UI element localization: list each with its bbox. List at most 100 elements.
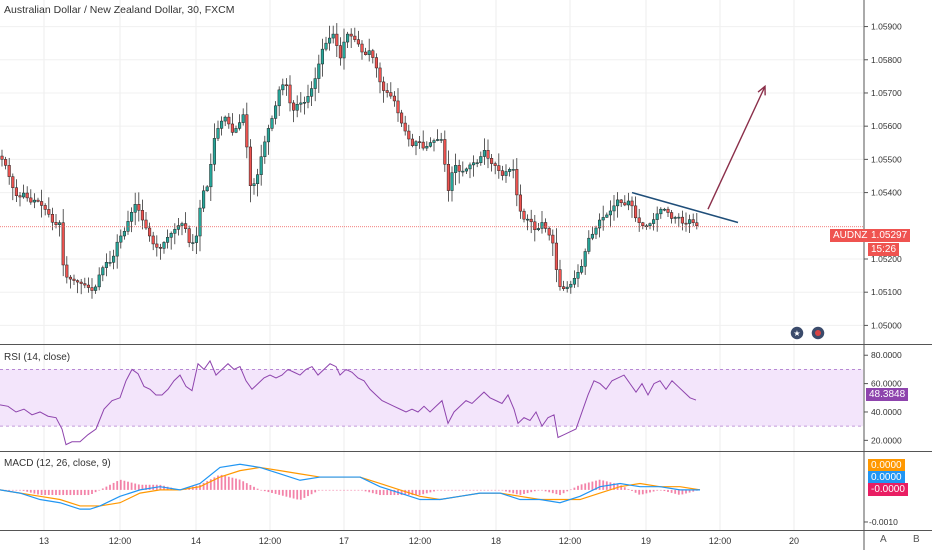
macd-histogram-bar (145, 484, 147, 490)
candle (670, 209, 674, 224)
flag-event-icon[interactable] (810, 325, 826, 341)
macd-histogram-bar (659, 489, 662, 491)
macd-histogram-bar (649, 489, 651, 493)
candle-body-down (670, 212, 674, 219)
macd-histogram-bar (220, 474, 223, 490)
candle (623, 195, 627, 207)
candle-body-down (418, 141, 422, 143)
candle-body-down (623, 202, 627, 206)
candle-body-down (40, 201, 44, 206)
macd-histogram-bar (447, 489, 450, 491)
candle (688, 214, 692, 233)
candle-body-down (338, 45, 342, 59)
macd-histogram-bar (69, 489, 72, 496)
candle-body-up (274, 105, 278, 119)
rsi-tick-label: 40.0000 (871, 407, 902, 417)
price-tick-label: 1.05900 (871, 22, 902, 32)
macd-histogram-bar (519, 489, 522, 495)
candle-body-down (551, 234, 555, 244)
event-icons: ★ (789, 325, 826, 341)
macd-histogram-bar (627, 489, 630, 490)
candle (209, 153, 213, 201)
macd-histogram-bar (580, 484, 583, 490)
macd-histogram-bar (112, 482, 115, 490)
candle-body-down (529, 218, 533, 223)
macd-histogram-bar (274, 489, 277, 494)
candle (25, 186, 29, 202)
candle (364, 47, 368, 56)
macd-histogram-bar (598, 479, 601, 490)
candle (54, 213, 58, 229)
macd-title: MACD (12, 26, close, 9) (4, 458, 111, 469)
macd-histogram-bar (19, 489, 21, 491)
candle (472, 155, 476, 177)
candle-body-down (83, 283, 87, 286)
macd-histogram-bar (587, 482, 590, 490)
candle (220, 116, 224, 136)
candle-body-down (29, 197, 33, 203)
macd-histogram-bar (404, 489, 407, 496)
macd-histogram-bar (433, 489, 435, 492)
candle-body-down (500, 170, 504, 176)
macd-histogram-bar (674, 489, 677, 494)
macd-histogram-bar (55, 489, 57, 496)
candle (137, 192, 141, 222)
macd-histogram-bar (37, 489, 39, 495)
candle (641, 221, 645, 230)
candle-body-up (252, 183, 256, 186)
corner-label-a[interactable]: A (880, 534, 887, 545)
candle-body-up (540, 222, 544, 229)
price-axis-bg[interactable] (864, 0, 932, 550)
candle (40, 189, 44, 218)
economic-event-icon[interactable]: ★ (789, 325, 805, 341)
macd-histogram-bar (389, 489, 392, 496)
candle-body-up (310, 88, 314, 97)
candle (43, 203, 47, 216)
macd-histogram-bar (310, 489, 313, 495)
macd-histogram-bar (206, 481, 209, 490)
candle-body-up (659, 208, 663, 215)
candle-body-up (479, 156, 483, 163)
candle-body-up (122, 231, 126, 237)
candle (292, 100, 296, 123)
macd-histogram-bar (292, 489, 295, 499)
candle (400, 109, 404, 128)
candle-body-down (382, 81, 386, 91)
breakout-arrow-head[interactable] (757, 84, 766, 96)
macd-histogram-bar (645, 489, 648, 494)
candle (634, 196, 638, 222)
price-tag: 1.05297 (868, 229, 911, 242)
candle (392, 91, 396, 107)
candle (547, 226, 551, 241)
hist-value-tag: -0.0000 (868, 483, 908, 496)
rsi-line (0, 359, 697, 446)
breakout-arrow-line[interactable] (707, 86, 766, 210)
candle-body-up (238, 122, 242, 129)
candle (68, 274, 72, 289)
macd-histogram-bar (253, 486, 255, 490)
candle (601, 205, 605, 231)
candle (202, 185, 206, 212)
candle (436, 129, 440, 142)
macd-histogram-bar (51, 489, 54, 496)
candle-body-down (0, 155, 4, 160)
resistance-trendline[interactable] (631, 191, 739, 224)
candle (432, 138, 436, 152)
macd-histogram-bar (494, 489, 497, 491)
macd-histogram-bar (242, 481, 245, 490)
macd-histogram-bar (375, 489, 378, 495)
macd-histogram-bar (461, 489, 464, 491)
candle-body-up (482, 150, 486, 157)
candle-body-up (202, 190, 206, 209)
candle (522, 208, 526, 223)
candle (245, 102, 249, 159)
macd-histogram-bar (501, 489, 504, 491)
macd-histogram-bar (670, 489, 673, 493)
candle-body-up (605, 214, 609, 218)
corner-label-b[interactable]: B (913, 534, 920, 545)
macd-histogram-bar (530, 489, 533, 493)
candle-body-down (43, 205, 47, 210)
time-tick-label: 12:00 (409, 536, 432, 546)
candle (526, 214, 530, 231)
